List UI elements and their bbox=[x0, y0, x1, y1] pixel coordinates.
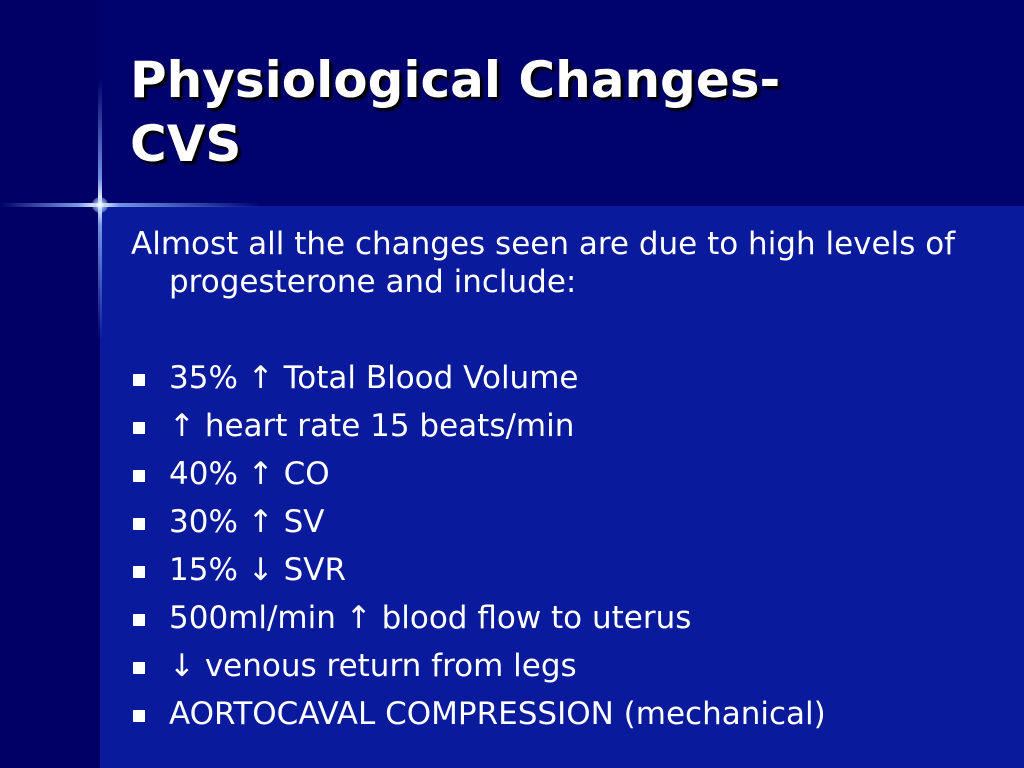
bullet-text: 30% ↑ SV bbox=[169, 504, 325, 540]
bullet-text: 500ml/min ↑ blood flow to uterus bbox=[169, 600, 692, 636]
title-line-2: CVS bbox=[130, 115, 242, 173]
square-bullet-icon bbox=[133, 614, 145, 626]
bullet-item: 500ml/min ↑ blood flow to uterus bbox=[131, 596, 991, 644]
square-bullet-icon bbox=[133, 470, 145, 482]
bullet-text: ↑ heart rate 15 beats/min bbox=[169, 408, 575, 444]
body-area bbox=[100, 206, 1024, 768]
bullet-text: 35% ↑ Total Blood Volume bbox=[169, 360, 579, 396]
square-bullet-icon bbox=[133, 662, 145, 674]
bullet-item: 15% ↓ SVR bbox=[131, 548, 991, 596]
bullet-text: ↓ venous return from legs bbox=[169, 648, 577, 684]
bullet-text: AORTOCAVAL COMPRESSION (mechanical) bbox=[169, 696, 826, 732]
square-bullet-icon bbox=[133, 566, 145, 578]
light-flare-core bbox=[92, 197, 108, 213]
title-line-1: Physiological Changes- bbox=[130, 51, 781, 109]
square-bullet-icon bbox=[133, 710, 145, 722]
title-band bbox=[100, 0, 1024, 206]
bullet-text: 15% ↓ SVR bbox=[169, 552, 347, 588]
slide-title: Physiological Changes- CVS bbox=[130, 48, 990, 176]
light-flare-horizontal bbox=[0, 203, 260, 207]
left-band bbox=[0, 0, 100, 768]
square-bullet-icon bbox=[133, 518, 145, 530]
bullet-list: 35% ↑ Total Blood Volume ↑ heart rate 15… bbox=[131, 356, 991, 740]
bullet-item: AORTOCAVAL COMPRESSION (mechanical) bbox=[131, 692, 991, 740]
square-bullet-icon bbox=[133, 422, 145, 434]
bullet-item: 30% ↑ SV bbox=[131, 500, 991, 548]
bullet-item: 35% ↑ Total Blood Volume bbox=[131, 356, 991, 404]
bullet-item: ↓ venous return from legs bbox=[131, 644, 991, 692]
bullet-item: 40% ↑ CO bbox=[131, 452, 991, 500]
square-bullet-icon bbox=[133, 374, 145, 386]
bullet-text: 40% ↑ CO bbox=[169, 456, 330, 492]
bullet-item: ↑ heart rate 15 beats/min bbox=[131, 404, 991, 452]
intro-paragraph: Almost all the changes seen are due to h… bbox=[131, 226, 956, 300]
